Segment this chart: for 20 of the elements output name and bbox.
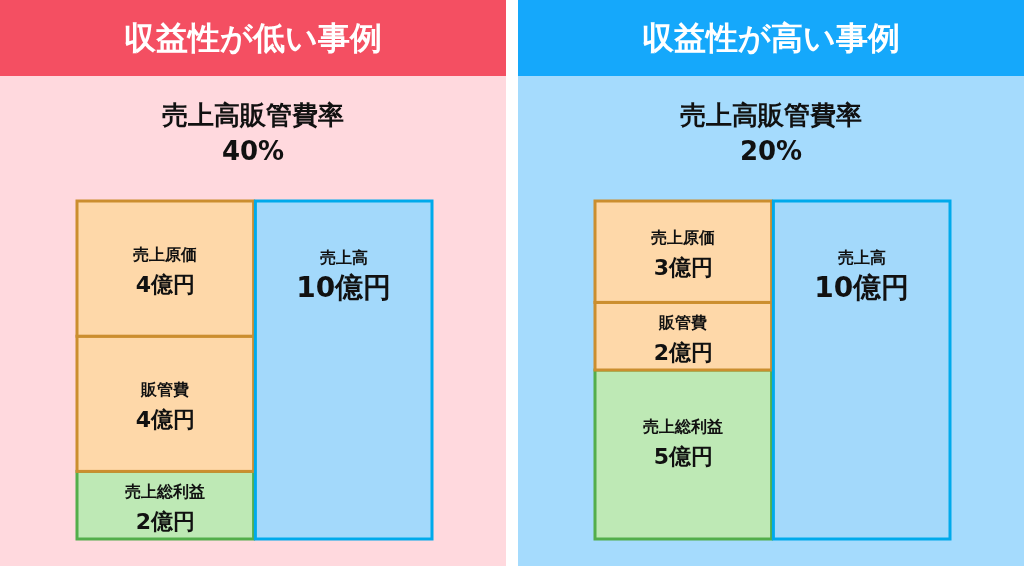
data-label: 3億円 — [653, 255, 713, 281]
data-label: 2億円 — [135, 508, 195, 534]
data-label: 4億円 — [135, 272, 195, 298]
series-label: 売上総利益 — [643, 416, 724, 436]
data-label: 10億円 — [814, 270, 910, 304]
series-label: 売上高 — [837, 247, 886, 267]
series-label: 売上原価 — [133, 245, 198, 265]
data-label: 10億円 — [296, 270, 392, 304]
data-label: 5億円 — [653, 443, 713, 469]
series-label: 売上高 — [319, 247, 368, 267]
data-label: 4億円 — [135, 407, 195, 433]
series-label: 売上原価 — [651, 228, 716, 248]
series-label: 売上総利益 — [125, 481, 206, 501]
chart-subtitle: 売上高販管費率 40% — [162, 100, 344, 166]
series-label: 販管費 — [658, 312, 708, 332]
chart-title: 収益性が低い事例 — [124, 19, 382, 57]
chart-title: 収益性が高い事例 — [642, 19, 900, 57]
data-label: 2億円 — [653, 339, 713, 365]
chart-subtitle: 売上高販管費率 20% — [680, 100, 862, 166]
series-label: 販管費 — [140, 380, 190, 400]
